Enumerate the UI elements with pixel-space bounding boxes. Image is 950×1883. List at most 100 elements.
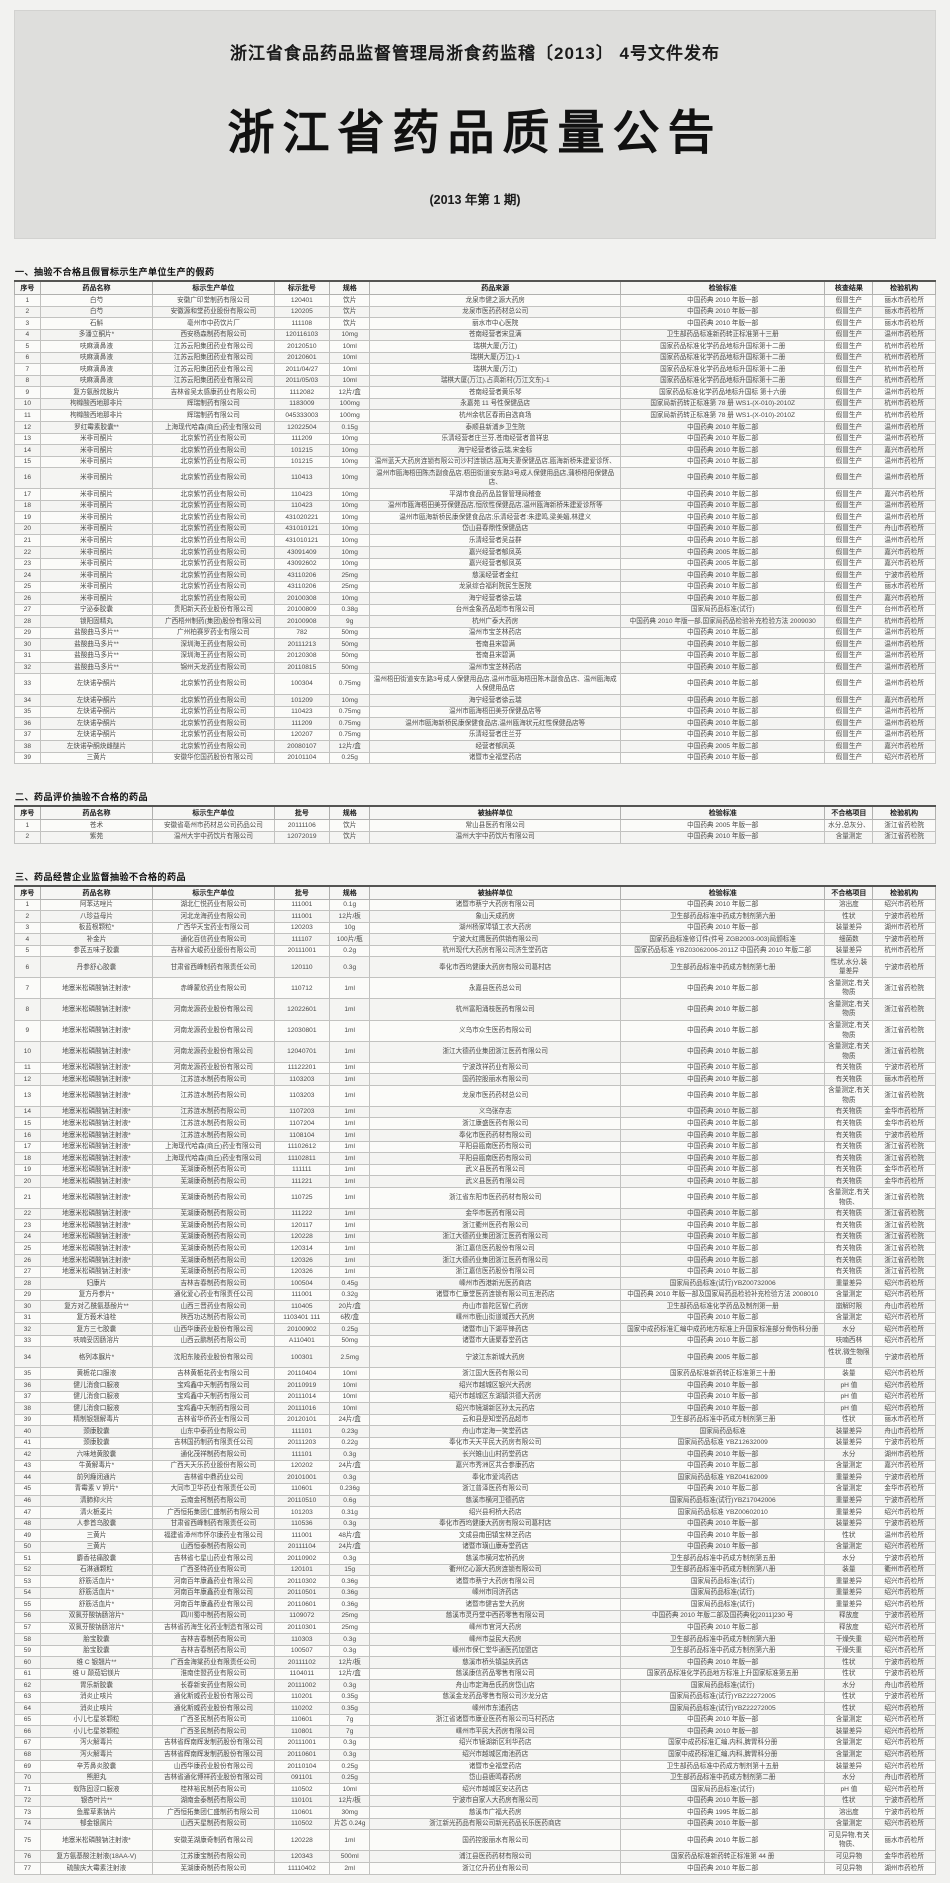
table-cell: 中国药典 2005 年版二部	[619, 1346, 826, 1369]
table-cell: 5	[14, 944, 41, 958]
table-cell: 国家局药品标准(试行)YBZ00732006	[619, 1277, 826, 1290]
table-cell: 嵊州市平民大药房有限公司	[369, 1725, 621, 1738]
table-cell: 诸暨市蔡宁大药房有限公司	[369, 898, 621, 912]
table-cell: 浙江嘉信医药股份有限公司	[369, 1265, 621, 1279]
table-row: 38 左炔诺孕酮炔雌醚片 北京紫竹药业有限公司 20080107 12片/盒 经营者郁凤英…	[14, 740, 936, 753]
table-cell: 13	[14, 1084, 41, 1107]
table-cell: 101215	[273, 455, 330, 469]
table-cell: 71	[14, 1783, 41, 1796]
table-cell: 嵊州市西港新光医药商店	[369, 1277, 621, 1290]
table-cell: 浙江国大医药有限公司	[369, 1367, 621, 1381]
table-cell: 健儿消食口服液	[39, 1379, 154, 1392]
table-cell: 2	[14, 910, 41, 923]
table-cell: 泰顺县新浦乡卫生院	[369, 421, 621, 434]
table-cell: 国家中成药标准汇编,内科,脾胃科分册	[619, 1748, 826, 1762]
table-cell: 银杏叶片**	[39, 1794, 154, 1808]
table-cell: 浙江大德药业集团浙江医药有限公司	[369, 1230, 621, 1244]
table-cell: 饮片	[328, 305, 371, 319]
table-cell: 含量测定	[824, 1748, 874, 1762]
table-cell: 假冒生产	[824, 488, 874, 501]
table-cell: 左炔诺孕酮片	[39, 694, 154, 707]
table-cell: 嵊州市鹿山街道城西大药房	[369, 1311, 621, 1325]
table-cell: 溶出度	[824, 1806, 874, 1819]
table-cell: 浙江省药检院	[872, 1152, 936, 1165]
table-cell: 呋喃妥因肠溶片	[39, 1334, 154, 1348]
table-cell: 51	[14, 1552, 41, 1565]
table-cell: 舟山市药检所	[872, 1300, 936, 1313]
table-cell: 小儿七星茶颗粒	[39, 1713, 154, 1727]
table-cell: 熊胆丸	[39, 1771, 154, 1785]
table-cell: 中国药典 2010 年版二部	[619, 421, 826, 434]
table-cell: 绍兴市药检所	[872, 1367, 936, 1381]
table-cell: 卫生部药品标准中药成方制剂第八册	[619, 1563, 826, 1577]
table-cell: 111111	[273, 1163, 330, 1177]
table-row: 47 清火栀麦片 广西恒拓集团仁盛制药有限公司 101203 0.31g 绍兴县柯桥大药店…	[14, 1506, 936, 1519]
table-cell: 8	[14, 998, 41, 1021]
table-cell: 温州蓝天大药房连锁有限公司沙村连锁店,瓯海夫妻保健品店,瓯海新桥朱建爱诊所、	[369, 455, 621, 469]
table-cell: 芜湖康奇制药有限公司	[152, 1230, 275, 1244]
table-cell: 46	[14, 1494, 41, 1508]
table-cell: 63	[14, 1690, 41, 1704]
table-cell: 台州金象药品超市有限公司	[369, 603, 621, 617]
table-cell: 19	[14, 511, 41, 524]
table-cell: 431020221	[273, 511, 330, 524]
table-cell: 慈溪康信药品零售有限公司	[369, 1667, 621, 1681]
table-cell: 绍兴市镜湖新区孙太元药店	[369, 1402, 621, 1415]
table-cell: 120326	[273, 1254, 330, 1267]
table-row: 35 左炔诺孕酮片 北京紫竹药业有限公司 110423 0.75mg 温州市瓯海梧田美芬保…	[14, 705, 936, 719]
table-cell: 甘肃省西峰制药有限责任公司	[152, 956, 275, 979]
table-cell: 20120308	[273, 649, 330, 663]
table-cell: 10mg	[328, 511, 371, 524]
table-cell: 地塞米松磷酸钠注射液*	[39, 1265, 154, 1279]
table-cell: 1ml	[328, 1163, 371, 1177]
table-cell: 广西恒拓集团仁盛制药有限公司	[152, 1506, 275, 1519]
table-cell: 奉化市西坞健康大药房有限公司葛村店	[369, 956, 621, 979]
table-cell: 黄栀花口服液	[39, 1367, 154, 1381]
table-cell: 22	[14, 1207, 41, 1221]
table-cell: 江苏云阳集团药业有限公司	[152, 363, 275, 376]
table-cell: 9	[14, 1019, 41, 1042]
table-cell: 120101	[273, 1563, 330, 1577]
table-cell: 12	[14, 1073, 41, 1086]
table-cell: 中国药典 2010 年版一部	[619, 1517, 826, 1531]
table-cell: 中国药典 2010 年版二部	[619, 998, 826, 1021]
table-cell: 32	[14, 661, 41, 675]
table-cell: 10ml	[328, 1379, 371, 1392]
table-cell: 海宁经营者徐云瑞	[369, 592, 621, 605]
table-cell: 0.1g	[328, 898, 371, 912]
table-row: 24 米非司酮片 北京紫竹药业有限公司 43110206 25mg 慈溪经营者金红 中国药典…	[14, 569, 936, 582]
table-cell: 100504	[273, 1277, 330, 1290]
table-cell: 0.25g	[328, 1323, 371, 1336]
table-cell: 温州市瓯海新桥民康保健食品店;乐清经营者:朱建鸣,梁美媚,林建义	[369, 511, 621, 524]
table-row: 33 呋喃妥因肠溶片 山西云鹏制药有限公司 A110401 50mg 诸暨市大唐聚春堂药店…	[14, 1334, 936, 1348]
table-cell: 1ml	[328, 1829, 371, 1852]
table-cell: 111209	[273, 717, 330, 730]
table-cell: 北京紫竹药业有限公司	[152, 580, 275, 594]
table-cell: 1103203	[273, 1073, 330, 1086]
table-cell: 可见异物,有关物质、	[824, 1829, 874, 1852]
table-cell: 可见异物	[824, 1862, 874, 1875]
table-row: 28 妇康片 吉林吉春制药有限公司 100504 0.45g 嵊州市西港新光医药商店 国家局…	[14, 1277, 936, 1290]
table-cell: 10g	[328, 921, 371, 935]
table-cell: 30	[14, 638, 41, 651]
table-cell: 苍术	[39, 819, 154, 832]
table-cell: 水分,总灰分、	[824, 819, 874, 832]
column-header: 药品来源	[369, 280, 621, 295]
table-cell: 呋麻滴鼻液	[39, 374, 154, 388]
table-cell: 36	[14, 717, 41, 730]
column-header: 检验机构	[872, 280, 936, 295]
table-cell: 1ml	[328, 1140, 371, 1154]
table-cell: 23	[14, 1219, 41, 1232]
table-cell: 嘉兴市秀洲区共合参康药店	[369, 1459, 621, 1473]
table-cell: 中国药典 2010 年版二部	[619, 569, 826, 582]
table-cell: 中国药典 2010 年版一部	[619, 1402, 826, 1415]
table-cell: 桂林裕民制药有限公司	[152, 1783, 275, 1796]
table-cell: 四川蜀中制药有限公司	[152, 1609, 275, 1623]
table-cell: 北京紫竹药业有限公司	[152, 534, 275, 548]
table-cell: 2011/05/03	[273, 374, 330, 388]
table-cell: 101209	[273, 694, 330, 707]
table-cell: 111001	[273, 910, 330, 923]
table-cell: 装量差异	[824, 1725, 874, 1738]
table-cell: 嘉兴市药检所	[872, 488, 936, 501]
table-cell: 假冒生产	[824, 649, 874, 663]
